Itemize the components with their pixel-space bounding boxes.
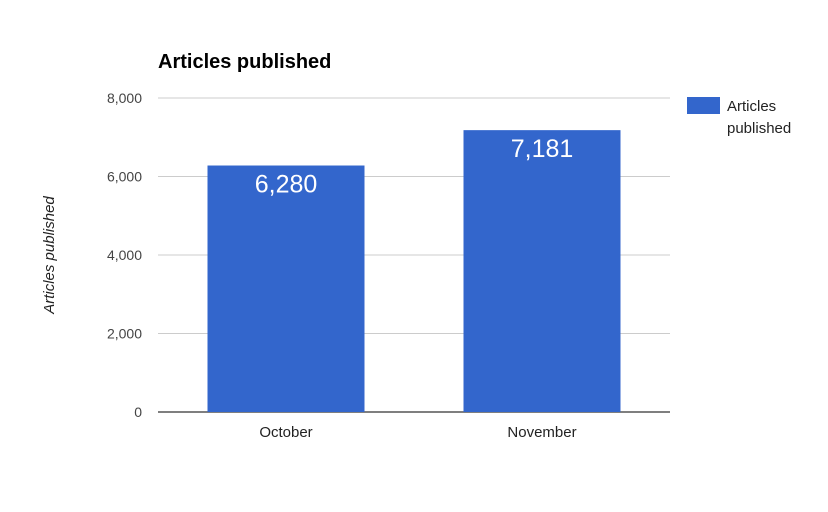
- legend-label-line-2: published: [727, 120, 791, 137]
- data-label: 7,181: [511, 135, 574, 163]
- bar-october[interactable]: [207, 165, 365, 412]
- x-tick-label: October: [259, 424, 312, 441]
- bar-november[interactable]: [463, 130, 621, 412]
- x-axis-ticks: October November: [259, 424, 576, 441]
- bars: 6,280 7,181: [207, 130, 621, 412]
- y-tick-label: 6,000: [107, 169, 142, 185]
- chart-title: Articles published: [158, 51, 331, 73]
- y-tick-label: 8,000: [107, 90, 142, 106]
- data-label: 6,280: [255, 171, 318, 199]
- legend-swatch: [687, 97, 720, 114]
- legend[interactable]: Articles published: [687, 97, 791, 137]
- y-axis-label: Articles published: [41, 196, 58, 315]
- y-axis-ticks: 0 2,000 4,000 6,000 8,000: [107, 90, 142, 420]
- y-tick-label: 4,000: [107, 247, 142, 263]
- y-tick-label: 0: [134, 404, 142, 420]
- legend-label-line-1: Articles: [727, 98, 776, 115]
- y-tick-label: 2,000: [107, 326, 142, 342]
- x-tick-label: November: [507, 424, 576, 441]
